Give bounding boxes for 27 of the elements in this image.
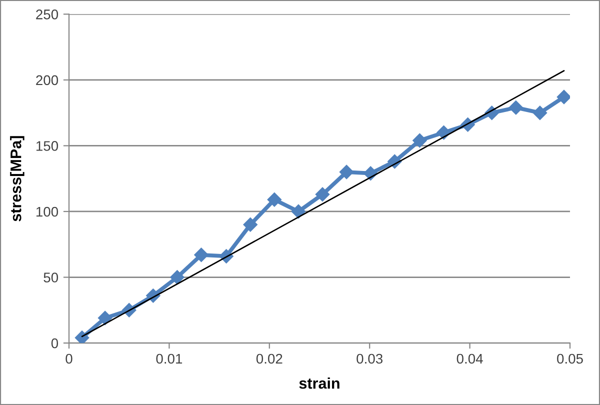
y-tick-label: 100 [36, 206, 58, 217]
x-tick-label: 0 [66, 354, 72, 364]
x-tick-label: 0.03 [356, 354, 383, 364]
y-tick-label: 50 [44, 272, 58, 282]
x-tick-label: 0.02 [256, 354, 282, 364]
point [291, 204, 306, 219]
point [267, 192, 282, 207]
point [532, 106, 548, 120]
point [74, 330, 90, 344]
y-tick-label: 200 [36, 75, 58, 86]
x-tick-label: 0.01 [156, 354, 182, 364]
y-tick-label: 0 [51, 338, 58, 348]
point [412, 133, 427, 148]
point [508, 100, 523, 115]
point [194, 248, 208, 262]
x-axis-title: strain [299, 378, 340, 389]
point [315, 187, 330, 202]
x-tick-label: 0.04 [456, 354, 483, 364]
y-axis-title: stress[MPa] [10, 136, 24, 222]
point [170, 270, 184, 284]
y-tick-label: 250 [36, 10, 58, 20]
y-tick-label: 150 [36, 141, 58, 151]
point [339, 164, 354, 180]
point [243, 218, 258, 232]
point [98, 310, 112, 326]
point [556, 90, 570, 104]
x-tick-label: 0.05 [557, 354, 583, 364]
